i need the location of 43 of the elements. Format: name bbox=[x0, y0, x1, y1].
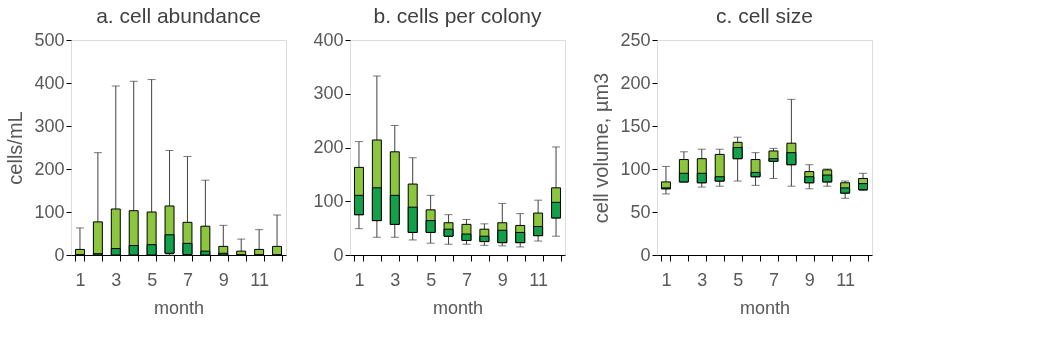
x-tick-label: 7 bbox=[768, 269, 779, 290]
x-tick-label: 1 bbox=[661, 269, 672, 290]
x-axis-title: month bbox=[432, 297, 484, 318]
y-tick-label: 200 bbox=[620, 72, 651, 93]
y-tick-label: 0 bbox=[640, 244, 651, 265]
x-tick-label: 3 bbox=[697, 269, 708, 290]
x-tick-label: 5 bbox=[733, 269, 744, 290]
chart-title: a. cell abundance bbox=[96, 4, 261, 27]
y-tick-label: 500 bbox=[34, 29, 65, 50]
x-tick-label: 3 bbox=[111, 269, 122, 290]
x-tick-label: 9 bbox=[804, 269, 815, 290]
x-tick-label: 9 bbox=[218, 269, 229, 290]
y-tick-label: 300 bbox=[313, 83, 344, 104]
x-tick-label: 3 bbox=[390, 269, 401, 290]
y-tick-label: 100 bbox=[34, 201, 65, 222]
y-tick-label: 150 bbox=[620, 115, 651, 136]
y-tick-label: 250 bbox=[620, 29, 651, 50]
y-tick-label: 200 bbox=[34, 158, 65, 179]
y-tick-label: 400 bbox=[313, 29, 344, 50]
y-tick-label: 50 bbox=[630, 201, 651, 222]
x-tick-label: 11 bbox=[250, 269, 269, 290]
y-tick-label: 0 bbox=[333, 244, 344, 265]
y-tick-label: 100 bbox=[313, 190, 344, 211]
x-tick-label: 9 bbox=[497, 269, 508, 290]
x-tick-label: 1 bbox=[354, 269, 365, 290]
x-axis-title: month bbox=[153, 297, 205, 318]
x-tick-label: 7 bbox=[461, 269, 472, 290]
y-tick-label: 400 bbox=[34, 72, 65, 93]
x-tick-label: 11 bbox=[529, 269, 548, 290]
y-tick-label: 100 bbox=[620, 158, 651, 179]
x-tick-label: 11 bbox=[836, 269, 855, 290]
chart-title: b. cells per colony bbox=[373, 4, 543, 27]
x-tick-label: 5 bbox=[426, 269, 437, 290]
x-tick-label: 1 bbox=[75, 269, 86, 290]
y-axis-title: cell volume, µm3 bbox=[590, 72, 613, 224]
x-tick-label: 7 bbox=[182, 269, 193, 290]
chart-title: c. cell size bbox=[716, 4, 813, 27]
x-tick-label: 5 bbox=[147, 269, 158, 290]
x-axis-title: month bbox=[739, 297, 791, 318]
y-axis-title: cells/mL bbox=[4, 111, 27, 185]
y-tick-label: 300 bbox=[34, 115, 65, 136]
y-tick-label: 200 bbox=[313, 137, 344, 157]
y-tick-label: 0 bbox=[54, 244, 65, 265]
